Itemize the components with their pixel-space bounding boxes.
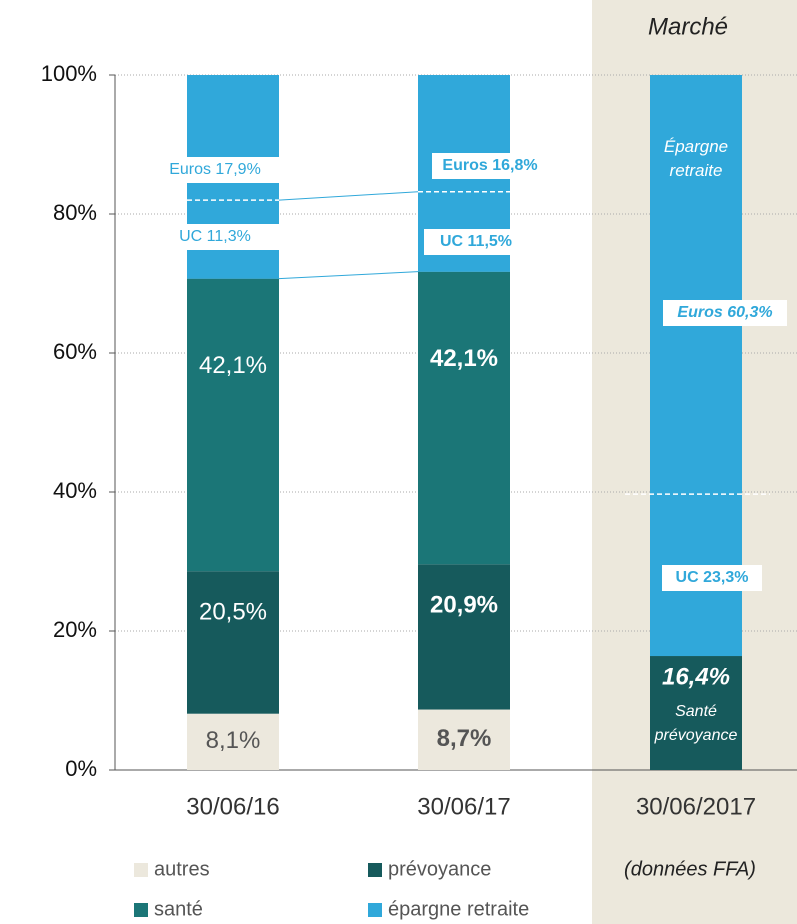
- legend-label: santé: [154, 898, 203, 920]
- sub-label-box: [662, 565, 762, 591]
- sub-label: Euros 16,8%: [442, 157, 537, 174]
- x-tick-label: 30/06/2017: [636, 793, 756, 820]
- bar-segment: [187, 713, 279, 770]
- sub-label: UC 23,3%: [676, 569, 749, 586]
- value-label: 8,1%: [206, 727, 261, 754]
- legend-swatch: [368, 863, 382, 877]
- value-label: 42,1%: [199, 352, 267, 379]
- annotation-line: prévoyance: [654, 727, 738, 744]
- legend-label: autres: [154, 858, 210, 880]
- sub-label-box: [663, 300, 787, 326]
- sub-label-box: [424, 229, 528, 255]
- bar-segment: [418, 271, 510, 565]
- y-tick-label: 0%: [65, 756, 97, 781]
- y-tick-label: 60%: [53, 339, 97, 364]
- sub-label-box: [150, 157, 280, 183]
- legend-swatch: [134, 863, 148, 877]
- legend-label: épargne retraite: [388, 898, 529, 920]
- source-note: (données FFA): [624, 858, 756, 880]
- y-tick-label: 100%: [41, 61, 97, 86]
- annotation: Santé prévoyance: [654, 703, 738, 744]
- bar-segment: [418, 709, 510, 770]
- annotation: Épargne retraite: [664, 137, 728, 180]
- connector: [278, 191, 419, 201]
- annotation-line: Épargne: [664, 137, 728, 156]
- y-tick-label: 80%: [53, 200, 97, 225]
- bar-segment: [187, 278, 279, 572]
- annotation-line: retraite: [670, 161, 723, 180]
- legend-swatch: [368, 903, 382, 917]
- sub-segment: [650, 75, 742, 495]
- annotation-line: Santé: [675, 703, 717, 720]
- sub-label: UC 11,5%: [440, 233, 512, 250]
- x-tick-label: 30/06/17: [417, 793, 510, 820]
- value-label: 16,4%: [662, 663, 730, 690]
- sub-label: UC 11,3%: [179, 228, 251, 245]
- sub-label-box: [150, 224, 280, 250]
- bar-segment: [650, 656, 742, 770]
- y-tick-label: 40%: [53, 478, 97, 503]
- value-label: 20,5%: [199, 599, 267, 626]
- value-label: 42,1%: [430, 345, 498, 372]
- legend-swatch: [134, 903, 148, 917]
- legend-label: prévoyance: [388, 858, 491, 880]
- bar-segment: [187, 571, 279, 714]
- y-tick-label: 20%: [53, 617, 97, 642]
- value-label: 20,9%: [430, 592, 498, 619]
- sub-label: Euros 60,3%: [677, 304, 772, 321]
- value-label: 8,7%: [437, 725, 492, 752]
- x-tick-label: 30/06/16: [186, 793, 279, 820]
- sub-label: Euros 17,9%: [169, 161, 261, 178]
- bar-segment: [418, 564, 510, 710]
- sub-label-box: [432, 153, 548, 179]
- connector: [278, 271, 419, 280]
- market-title: Marché: [648, 13, 728, 40]
